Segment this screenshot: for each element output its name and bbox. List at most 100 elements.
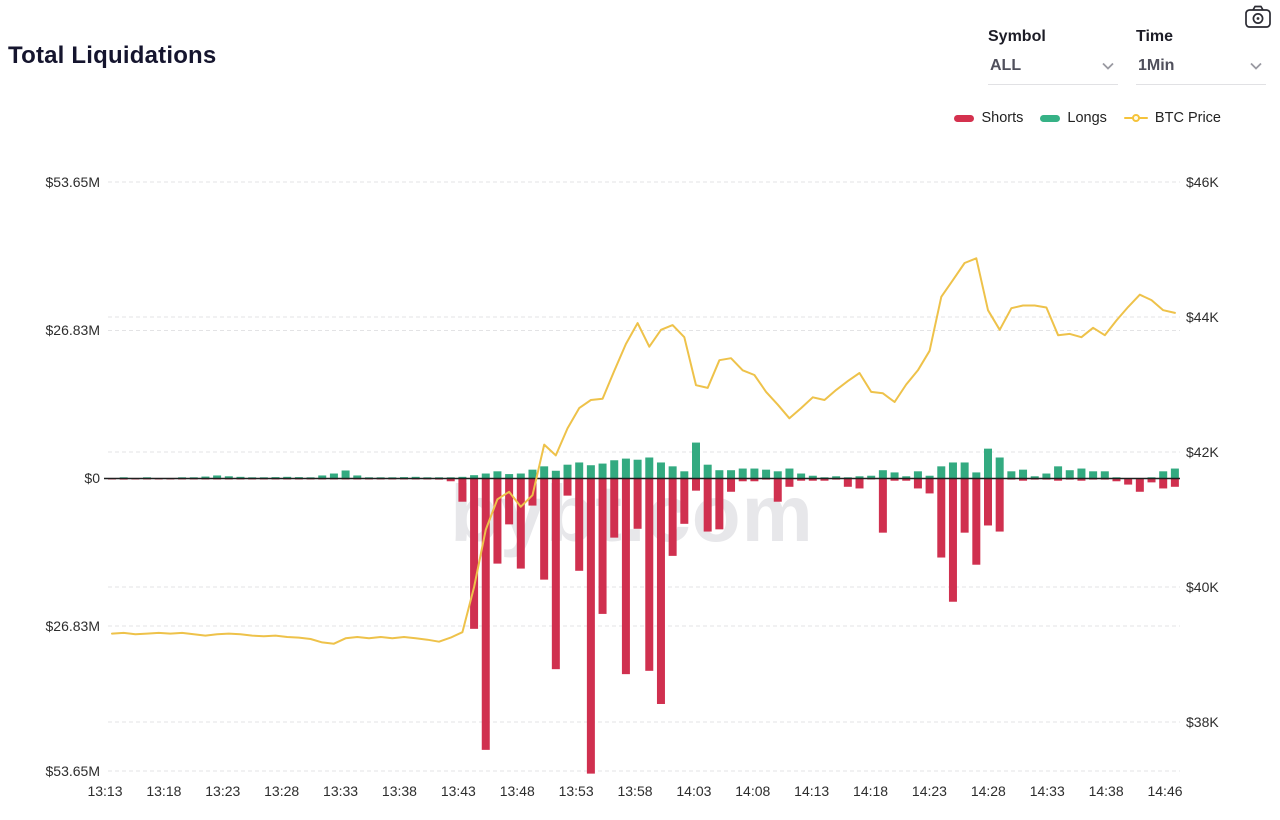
long-bar bbox=[948, 462, 957, 479]
long-bar bbox=[1054, 466, 1063, 479]
legend-item-btc-price[interactable]: BTC Price bbox=[1123, 110, 1221, 126]
short-bar bbox=[575, 478, 584, 571]
short-bar bbox=[972, 478, 981, 565]
short-bar bbox=[680, 478, 689, 524]
short-bar bbox=[586, 478, 595, 774]
short-bar bbox=[855, 478, 864, 489]
short-bar bbox=[551, 478, 560, 670]
x-axis-tick: 14:28 bbox=[971, 783, 1006, 799]
left-axis-tick: $26.83M bbox=[46, 618, 100, 634]
short-bar bbox=[540, 478, 549, 580]
short-bar bbox=[925, 478, 934, 494]
right-axis-tick: $38K bbox=[1186, 714, 1219, 730]
long-bar bbox=[318, 475, 327, 479]
short-bar bbox=[1124, 478, 1133, 485]
longs-swatch-icon bbox=[1040, 114, 1061, 122]
legend-item-shorts[interactable]: Shorts bbox=[954, 110, 1023, 126]
symbol-dropdown[interactable]: ALL bbox=[988, 57, 1118, 85]
long-bar bbox=[890, 472, 899, 479]
long-bar bbox=[213, 475, 222, 479]
left-axis-tick: $53.65M bbox=[46, 174, 100, 190]
time-value[interactable]: 1Min bbox=[1138, 57, 1175, 74]
short-bar bbox=[1147, 478, 1156, 483]
long-bar bbox=[598, 463, 607, 479]
x-axis-tick: 13:28 bbox=[264, 783, 299, 799]
long-bars bbox=[119, 442, 1179, 479]
long-bar bbox=[645, 457, 654, 479]
short-bar bbox=[656, 478, 665, 704]
shorts-swatch-icon bbox=[954, 114, 975, 122]
x-axis-tick: 13:13 bbox=[87, 783, 122, 799]
long-bar bbox=[960, 462, 969, 479]
long-bar bbox=[913, 471, 922, 479]
chevron-down-icon bbox=[1250, 62, 1262, 70]
short-bar bbox=[563, 478, 572, 496]
long-bar bbox=[481, 473, 490, 479]
short-bar bbox=[1019, 478, 1028, 481]
btc-line-swatch-icon bbox=[1123, 114, 1148, 123]
short-bar bbox=[703, 478, 712, 532]
symbol-label: Symbol bbox=[988, 28, 1046, 45]
long-bar bbox=[703, 464, 712, 479]
symbol-value[interactable]: ALL bbox=[990, 57, 1022, 74]
long-bar bbox=[1065, 470, 1074, 479]
x-axis-tick: 14:03 bbox=[676, 783, 711, 799]
legend-item-longs[interactable]: Longs bbox=[1040, 110, 1107, 126]
short-bar bbox=[715, 478, 724, 530]
long-bar bbox=[1100, 471, 1109, 479]
x-axis-tick: 14:08 bbox=[735, 783, 770, 799]
short-bar bbox=[843, 478, 852, 487]
long-bar bbox=[224, 476, 233, 479]
long-bar bbox=[1077, 468, 1086, 479]
long-bar bbox=[692, 442, 700, 479]
long-bar bbox=[668, 466, 677, 479]
x-axis-tick: 14:46 bbox=[1147, 783, 1182, 799]
x-axis-tick: 14:13 bbox=[794, 783, 829, 799]
short-bar bbox=[750, 478, 759, 482]
short-bar bbox=[878, 478, 887, 533]
long-bar bbox=[797, 473, 806, 479]
long-bar bbox=[984, 448, 992, 479]
long-bar bbox=[972, 472, 981, 479]
short-bar bbox=[902, 478, 911, 481]
long-bar bbox=[832, 476, 841, 479]
time-dropdown[interactable]: 1Min bbox=[1136, 57, 1266, 85]
legend-longs-label: Longs bbox=[1067, 110, 1107, 126]
short-bar bbox=[1054, 478, 1063, 481]
long-bar bbox=[727, 470, 736, 479]
short-bar bbox=[598, 478, 607, 614]
short-bar bbox=[1077, 478, 1086, 481]
long-bar bbox=[528, 469, 537, 479]
left-axis-tick: $0 bbox=[84, 470, 100, 486]
long-bar bbox=[1089, 471, 1098, 479]
short-bar bbox=[785, 478, 794, 487]
legend-btc-label: BTC Price bbox=[1154, 110, 1221, 126]
gridlines bbox=[108, 181, 1180, 772]
short-bar bbox=[516, 478, 525, 569]
x-axis-tick: 14:38 bbox=[1089, 783, 1124, 799]
right-axis-tick: $42K bbox=[1186, 444, 1219, 460]
screenshot-button[interactable] bbox=[1243, 4, 1273, 35]
long-bar bbox=[540, 466, 549, 479]
symbol-control: Symbol ALL bbox=[988, 28, 1118, 85]
short-bar bbox=[913, 478, 922, 489]
long-bar bbox=[458, 476, 467, 479]
short-bar bbox=[808, 478, 817, 481]
long-bar bbox=[1030, 476, 1039, 479]
short-bar bbox=[621, 478, 630, 675]
long-bar bbox=[610, 460, 619, 479]
long-bar bbox=[575, 462, 584, 479]
chevron-down-icon bbox=[1102, 62, 1114, 70]
short-bar bbox=[738, 478, 747, 482]
long-bar bbox=[551, 470, 560, 479]
chart-legend: Shorts Longs BTC Price bbox=[954, 110, 1221, 126]
short-bar bbox=[481, 478, 490, 750]
right-axis-tick: $40K bbox=[1186, 579, 1219, 595]
long-bar bbox=[902, 476, 911, 479]
left-axis-tick: $53.65M bbox=[46, 763, 100, 779]
long-bar bbox=[762, 469, 771, 479]
long-bar bbox=[715, 470, 724, 479]
page-title: Total Liquidations bbox=[8, 42, 217, 69]
long-bar bbox=[470, 475, 479, 479]
